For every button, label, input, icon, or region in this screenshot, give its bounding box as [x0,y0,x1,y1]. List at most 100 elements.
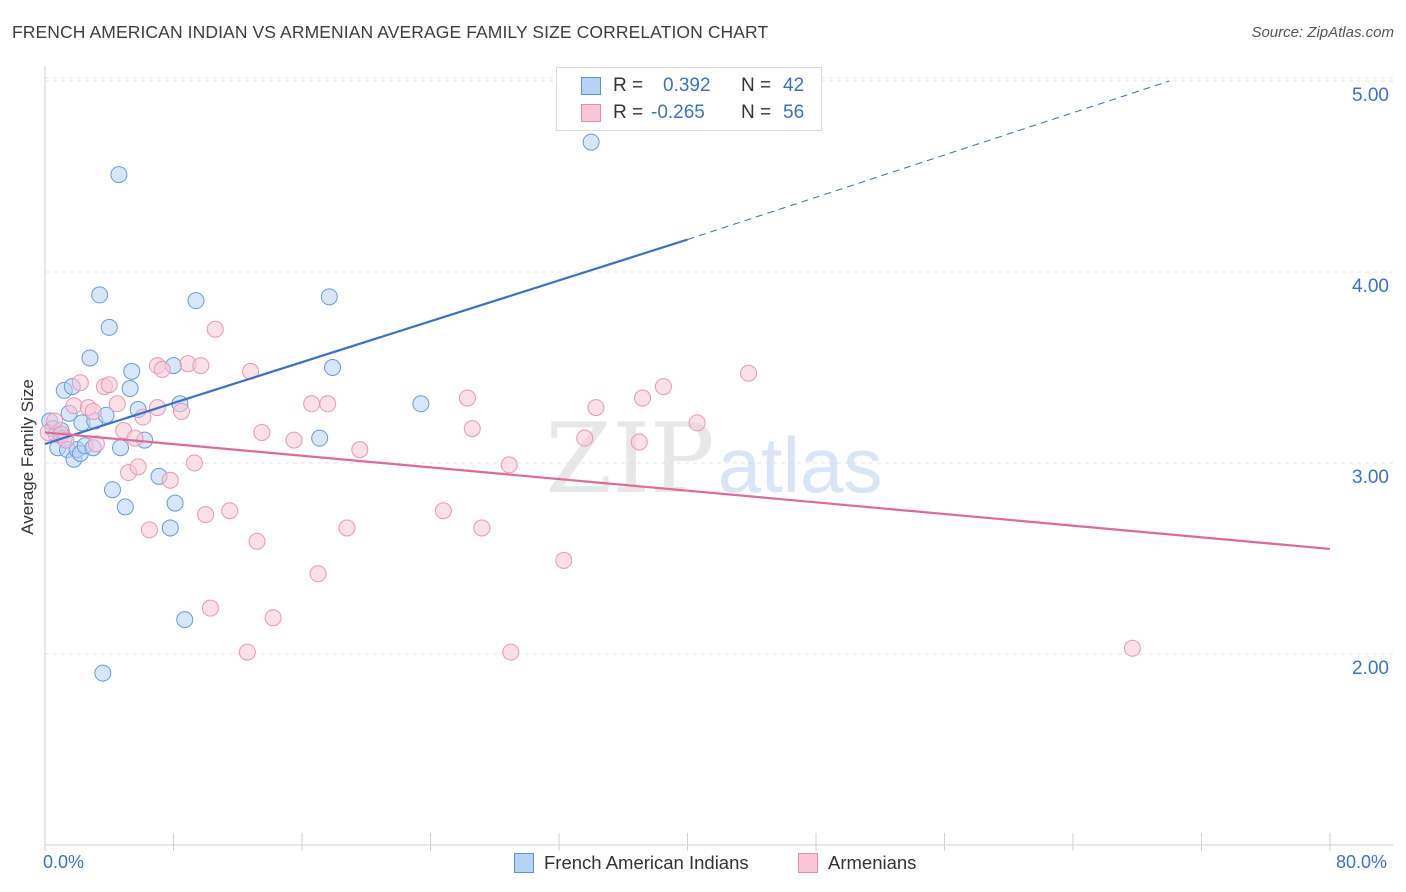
point-french-american-indians [111,439,129,457]
watermark-atlas: atlas [718,421,883,509]
point-armenians [500,456,518,474]
point-armenians [654,378,672,396]
legend-n-value: 56 [783,102,805,123]
point-french-american-indians [123,362,141,380]
point-armenians [65,397,83,415]
legend-n-label: N = [741,102,772,123]
legend-item-armenians: Armenians [798,852,916,874]
point-armenians [185,454,203,472]
legend-r-value: 0.392 [663,75,711,96]
point-armenians [740,364,758,382]
point-armenians [351,441,369,459]
legend-label: Armenians [828,852,917,873]
point-armenians [473,519,491,537]
point-armenians [71,374,89,392]
data-points [39,133,1141,682]
legend-n-value: 42 [783,75,805,96]
point-french-american-indians [187,292,205,310]
legend-r-label: R = [613,102,644,123]
point-french-american-indians [121,380,139,398]
point-french-american-indians [311,429,329,447]
legend-item-french-american-indians: French American Indians [514,852,749,874]
legend-swatch-pink [798,853,818,873]
point-armenians [197,506,215,524]
chart-source: Source: ZipAtlas.com [1251,24,1394,41]
y-tick-3: 3.00 [1352,467,1389,488]
point-french-american-indians [320,288,338,306]
stats-legend: R = 0.392 N = 42 R = -0.265 N = 56 [556,67,822,131]
point-armenians [1123,639,1141,657]
point-french-american-indians [176,611,194,629]
point-armenians [221,502,239,520]
point-armenians [108,395,126,413]
point-armenians [309,565,327,583]
point-french-american-indians [94,664,112,682]
point-armenians [502,643,520,661]
point-armenians [253,423,271,441]
y-tick-2: 2.00 [1352,658,1389,679]
point-armenians [238,643,256,661]
point-armenians [100,376,118,394]
point-armenians [555,551,573,569]
legend-row-armenians: R = -0.265 N = 56 [557,100,804,126]
point-armenians [634,389,652,407]
trend-lines [44,80,1331,551]
point-armenians [126,429,144,447]
legend-r-value: -0.265 [651,102,705,123]
point-armenians [173,402,191,420]
legend-n-label: N = [741,75,772,96]
point-french-american-indians [100,318,118,336]
point-armenians [264,609,282,627]
y-axis-label: Average Family Size [18,379,37,535]
legend-label: French American Indians [544,852,749,873]
point-armenians [87,435,105,453]
point-armenians [319,395,337,413]
point-french-american-indians [81,349,99,367]
trend-line-french-american-indians-extension [687,80,1170,241]
point-french-american-indians [91,286,109,304]
point-french-american-indians [103,481,121,499]
point-armenians [434,502,452,520]
point-french-american-indians [110,166,128,184]
point-armenians [201,599,219,617]
point-armenians [248,532,266,550]
point-armenians [688,414,706,432]
trend-line-french-american-indians [44,238,688,445]
point-armenians [161,471,179,489]
point-armenians [206,320,224,338]
point-french-american-indians [116,498,134,516]
legend-swatch-blue [581,77,601,95]
point-armenians [338,519,356,537]
axes [44,66,1393,851]
point-french-american-indians [412,395,430,413]
point-armenians [84,402,102,420]
trend-line-armenians [44,431,1331,551]
watermark: ZIP atlas [545,403,882,515]
point-armenians [630,433,648,451]
watermark-zip: ZIP [545,403,714,515]
point-armenians [458,389,476,407]
point-french-american-indians [166,494,184,512]
x-tick-min: 0.0% [43,852,85,872]
legend-row-french-american-indians: R = 0.392 N = 42 [557,73,804,99]
point-armenians [576,429,594,447]
legend-r-label: R = [613,75,644,96]
point-armenians [153,360,171,378]
point-armenians [140,521,158,539]
legend-swatch-pink [581,104,601,122]
legend-swatch-blue [514,853,534,873]
point-armenians [463,420,481,438]
x-tick-max: 80.0% [1336,852,1388,872]
point-armenians [587,399,605,417]
point-french-american-indians [161,519,179,537]
point-armenians [285,431,303,449]
point-armenians [192,357,210,375]
y-tick-5: 5.00 [1352,85,1389,106]
chart-title: FRENCH AMERICAN INDIAN VS ARMENIAN AVERA… [12,22,769,42]
y-tick-4: 4.00 [1352,276,1389,297]
point-french-american-indians [324,359,342,376]
point-armenians [303,395,321,413]
point-armenians [129,458,147,476]
point-french-american-indians [582,133,600,151]
